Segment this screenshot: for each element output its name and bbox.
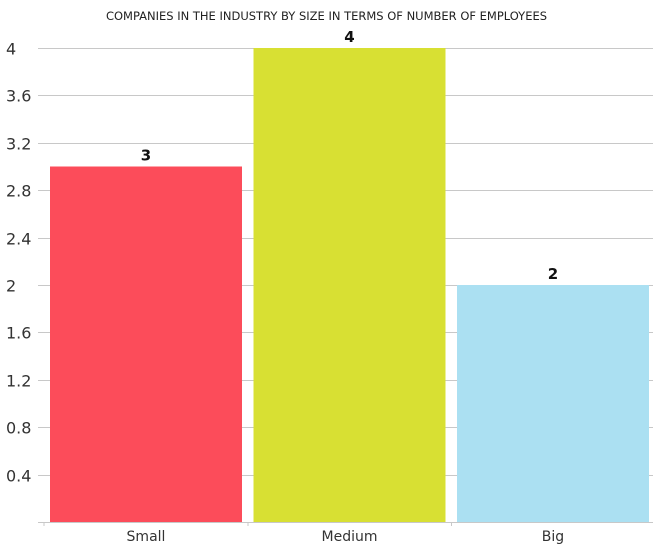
bar-medium: [253, 48, 446, 522]
y-tick-label: 0.8: [6, 419, 31, 438]
y-tick-label: 0.4: [6, 467, 31, 486]
y-tick-label: 3.2: [6, 135, 31, 154]
y-tick-label: 1.6: [6, 324, 31, 343]
bar-big: [457, 285, 649, 522]
y-axis-ticks: 0.4 0.8 1.2 1.6 2 2.4 2.8 3.2 3.6 4: [6, 40, 31, 486]
y-tick-label: 2: [6, 277, 16, 296]
x-tick-label-small: Small: [127, 529, 166, 545]
y-tick-label: 2.4: [6, 230, 31, 249]
bar-small: [50, 166, 242, 522]
y-tick-label: 1.2: [6, 372, 31, 391]
x-tick-label-big: Big: [542, 529, 564, 545]
x-tick-label-medium: Medium: [322, 529, 378, 545]
y-tick-label: 3.6: [6, 87, 31, 106]
data-labels: 3 4 2: [141, 28, 558, 283]
y-tick-label: 2.8: [6, 182, 31, 201]
chart-title: COMPANIES IN THE INDUSTRY BY SIZE IN TER…: [105, 9, 548, 23]
data-label-small: 3: [141, 147, 151, 165]
data-label-big: 2: [548, 265, 558, 283]
data-label-medium: 4: [344, 28, 354, 46]
y-tick-label: 4: [6, 40, 16, 59]
x-axis: Small Medium Big: [38, 522, 653, 545]
bars: [50, 48, 649, 522]
